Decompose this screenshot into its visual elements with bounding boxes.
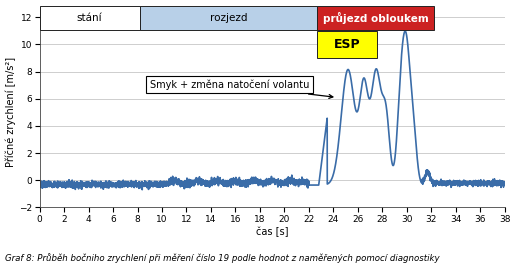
Text: průjezd obloukem: průjezd obloukem [322, 12, 428, 24]
FancyBboxPatch shape [317, 6, 433, 30]
X-axis label: čas [s]: čas [s] [256, 227, 288, 237]
FancyBboxPatch shape [40, 6, 140, 30]
Text: rozjezd: rozjezd [209, 13, 247, 23]
Text: Smyk + změna natočení volantu: Smyk + změna natočení volantu [150, 80, 333, 98]
FancyBboxPatch shape [317, 31, 377, 58]
Text: ESP: ESP [334, 38, 361, 51]
Text: stání: stání [77, 13, 102, 23]
Y-axis label: Příčné zrychlení [m/s²]: Příčné zrychlení [m/s²] [6, 57, 16, 167]
Text: Graf 8: Průběh bočniho zrychlení při měření číslo 19 podle hodnot z naměřených p: Graf 8: Průběh bočniho zrychlení při měř… [5, 253, 440, 263]
FancyBboxPatch shape [140, 6, 317, 30]
